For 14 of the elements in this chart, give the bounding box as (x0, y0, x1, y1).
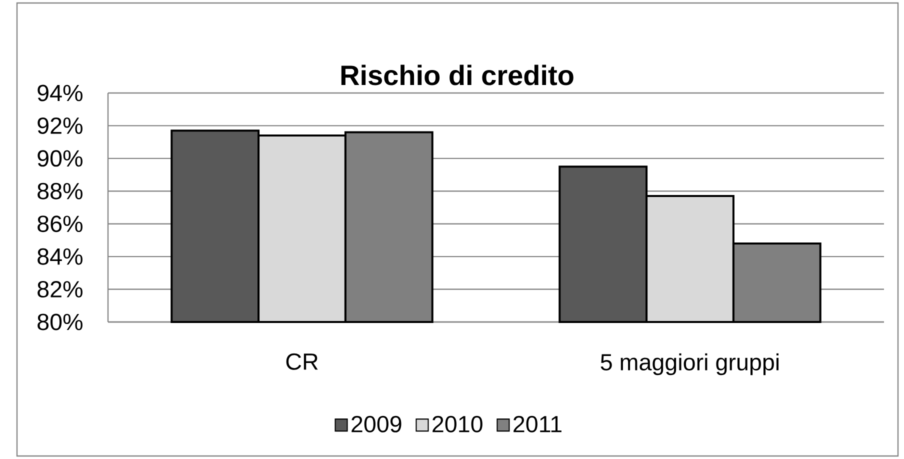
y-tick-label: 82% (38, 281, 82, 298)
legend-label: 2009 (352, 416, 402, 432)
y-tick-label: 90% (38, 150, 82, 167)
y-tick-label: 80% (38, 314, 82, 330)
chart-title: Rischio di credito (341, 64, 574, 86)
legend-label: 2010 (432, 416, 482, 432)
y-tick-label: 92% (38, 117, 82, 134)
x-tick-label: 5 maggiori gruppi (600, 353, 779, 376)
legend-label: 2011 (514, 416, 562, 432)
y-tick-label: 88% (38, 182, 82, 200)
y-tick-label: 94% (38, 84, 82, 102)
x-tick-label: CR (286, 353, 318, 370)
y-tick-label: 84% (38, 248, 82, 265)
y-tick-label: 86% (38, 216, 82, 232)
